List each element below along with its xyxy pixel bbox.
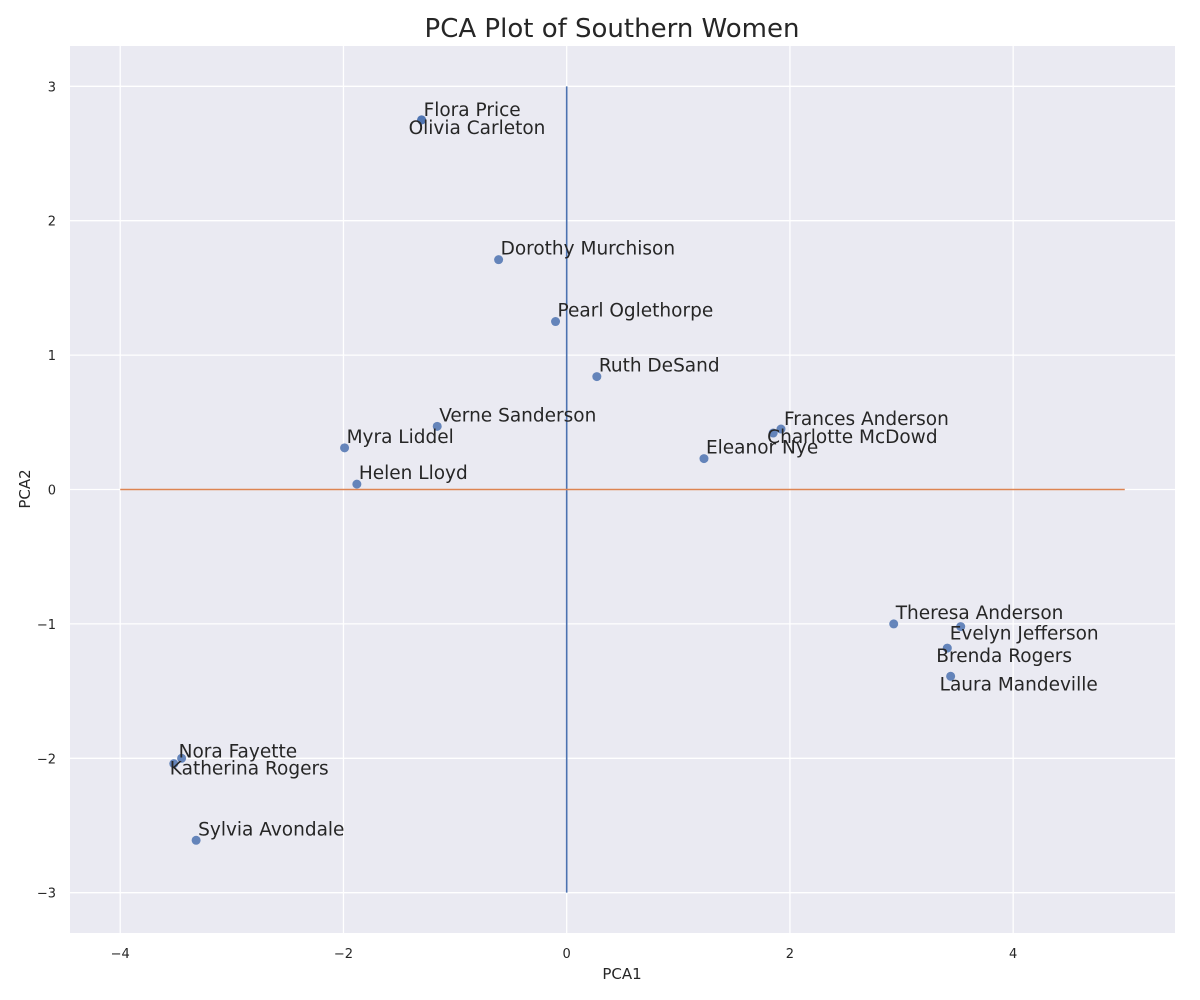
x-axis-ticks: −4 −2 0 2 4: [111, 947, 1018, 962]
reference-lines: [120, 86, 1125, 893]
point-label: Brenda Rogers: [936, 646, 1072, 667]
x-tick-label: 4: [1009, 947, 1017, 962]
point-label: Evelyn Jefferson: [950, 624, 1099, 645]
data-point: [946, 671, 956, 681]
point-label: Frances Anderson: [784, 409, 949, 430]
data-point: [551, 317, 561, 327]
data-point: [889, 619, 899, 629]
point-label: Flora Price: [424, 100, 521, 121]
y-tick-label: 0: [48, 484, 56, 499]
data-point: [340, 443, 350, 453]
x-axis-label: PCA1: [602, 965, 641, 983]
data-point: [942, 643, 952, 653]
data-point: [956, 622, 966, 632]
point-label: Eleanor Nye: [706, 438, 818, 459]
data-point: [592, 372, 602, 382]
point-label: Katherina Rogers: [170, 759, 329, 780]
chart-title: PCA Plot of Southern Women: [425, 14, 800, 44]
y-axis-label: PCA2: [16, 469, 34, 508]
y-tick-label: −2: [37, 752, 56, 767]
data-point: [177, 753, 187, 763]
point-label: Sylvia Avondale: [198, 819, 344, 840]
data-point: [169, 759, 179, 769]
data-point: [352, 479, 362, 489]
point-label: Myra Liddel: [347, 427, 454, 448]
y-tick-label: −1: [37, 618, 56, 633]
point-label: Verne Sanderson: [439, 405, 596, 426]
data-point: [699, 454, 709, 464]
y-axis-ticks: −3 −2 −1 0 1 2 3: [37, 80, 56, 901]
point-label: Nora Fayette: [179, 741, 297, 762]
data-point: [417, 115, 427, 125]
point-label: Charlotte McDowd: [767, 427, 937, 448]
point-label: Dorothy Murchison: [501, 239, 676, 260]
x-tick-label: 2: [786, 947, 794, 962]
point-label: Theresa Anderson: [895, 603, 1064, 624]
data-points: [169, 115, 966, 845]
x-tick-label: −2: [334, 947, 353, 962]
data-point: [494, 255, 504, 265]
point-label: Helen Lloyd: [359, 463, 468, 484]
x-tick-label: 0: [563, 947, 571, 962]
data-point: [768, 428, 778, 438]
x-tick-label: −4: [111, 947, 130, 962]
data-point: [432, 421, 442, 431]
y-tick-label: −3: [37, 887, 56, 902]
y-tick-label: 3: [48, 80, 56, 95]
y-tick-label: 1: [48, 349, 56, 364]
point-label: Pearl Oglethorpe: [558, 301, 714, 322]
point-label: Ruth DeSand: [599, 356, 720, 377]
point-label: Laura Mandeville: [940, 674, 1098, 695]
point-label: Olivia Carleton: [409, 118, 546, 139]
data-point: [776, 424, 786, 434]
data-point: [191, 835, 201, 845]
y-tick-label: 2: [48, 215, 56, 230]
